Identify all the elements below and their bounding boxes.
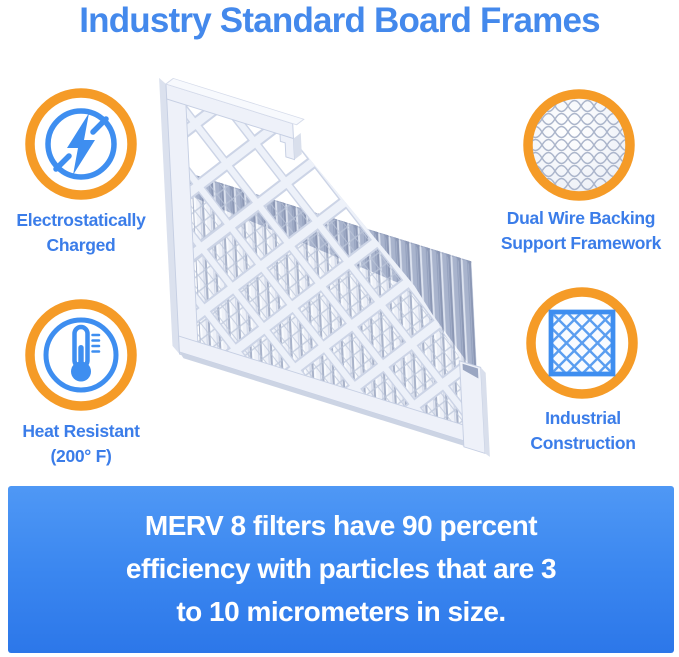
feature-label-line: Heat Resistant [22,421,140,441]
banner-line: efficiency with particles that are 3 [125,553,557,584]
page-title: Industry Standard Board Frames [79,1,600,40]
feature-label-line: Support Framework [500,233,662,253]
banner-line: MERV 8 filters have 90 percent [144,510,538,541]
merv-info-text: MERV 8 filters have 90 percent efficienc… [8,486,674,633]
feature-label-line: Construction [530,433,636,453]
feature-label-line: Industrial [545,408,621,428]
banner-line: to 10 micrometers in size. [176,596,506,627]
feature-label-line: Charged [46,235,116,255]
feature-label-wire-backing: Dual Wire Backing Support Framework [481,206,679,256]
pleated-filter-illustration [159,77,490,457]
feature-label-line: Dual Wire Backing [506,208,656,228]
lightning-bolt-icon [22,85,140,203]
wire-mesh-photo-icon [520,86,638,204]
merv-info-banner: MERV 8 filters have 90 percent efficienc… [8,486,674,653]
diamond-lattice-icon [523,284,641,402]
feature-label-industrial: Industrial Construction [483,406,679,456]
air-filter-product-image [148,62,518,487]
feature-label-heat-resistant: Heat Resistant (200° F) [0,419,181,469]
feature-label-electrostatic: Electrostatically Charged [0,208,181,258]
thermometer-icon [22,296,140,414]
feature-label-line: (200° F) [50,446,112,466]
feature-label-line: Electrostatically [16,210,146,230]
